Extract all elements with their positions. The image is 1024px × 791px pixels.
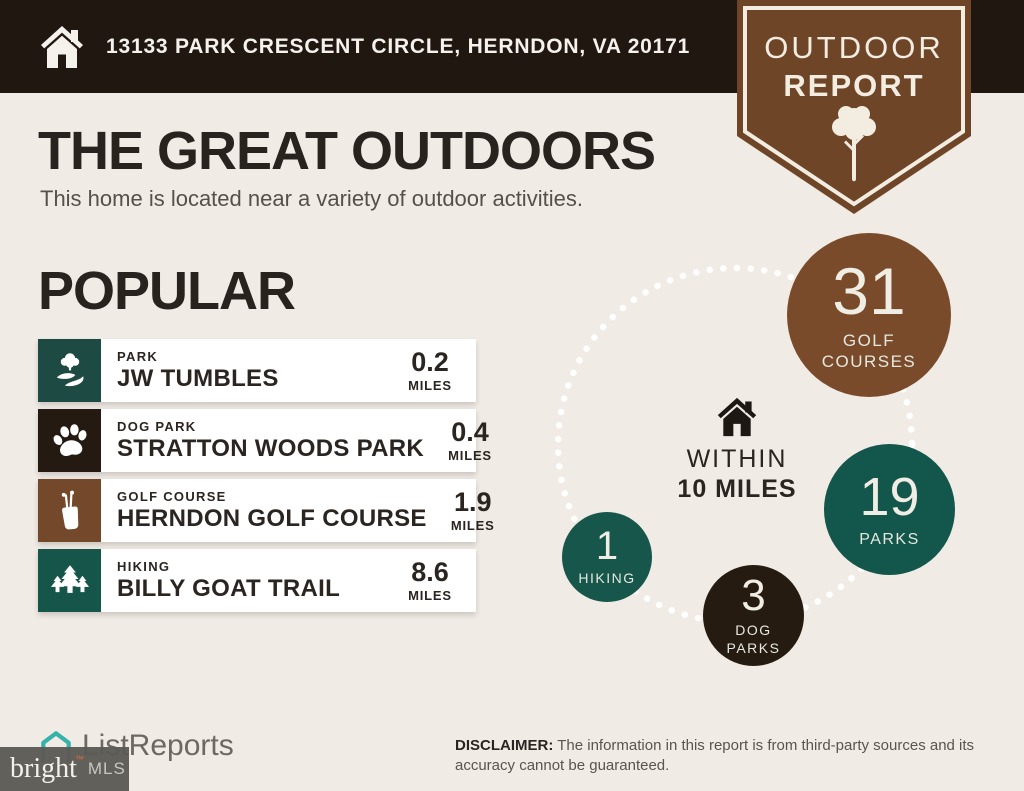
tree-icon (832, 106, 876, 182)
list-item-hiking: HIKING BILLY GOAT TRAIL 8.6 MILES (38, 549, 476, 612)
pine-trees-icon (38, 549, 101, 612)
home-icon (41, 25, 83, 68)
item-distance: 0.4 MILES (424, 409, 516, 472)
brightmls-watermark: bright ™ MLS (0, 747, 129, 791)
page-subtitle: This home is located near a variety of o… (40, 186, 583, 211)
item-distance: 0.2 MILES (384, 339, 476, 402)
dotted-radius-ring (554, 264, 916, 626)
bubble-label: DOG PARKS (726, 622, 781, 656)
item-text: DOG PARK STRATTON WOODS PARK (101, 409, 424, 472)
bubble-value: 31 (832, 253, 906, 328)
item-text: GOLF COURSE HERNDON GOLF COURSE (101, 479, 427, 542)
popular-heading: POPULAR (38, 261, 296, 321)
badge-shield-shape (737, 0, 971, 214)
item-name: BILLY GOAT TRAIL (117, 574, 341, 602)
bubble-value: 19 (859, 466, 920, 527)
distance-unit: MILES (448, 447, 492, 463)
disclaimer: DISCLAIMER: The information in this repo… (455, 736, 1000, 777)
within-label: WITHIN (686, 445, 788, 473)
disclaimer-text: The information in this report is from t… (455, 737, 975, 775)
disclaimer-label: DISCLAIMER: (455, 737, 554, 754)
mls-label: MLS (87, 759, 126, 778)
item-text: HIKING BILLY GOAT TRAIL (101, 549, 384, 612)
distance-unit: MILES (450, 517, 495, 533)
bubble-label: HIKING (578, 570, 636, 587)
bubble-dog-parks: 3 DOG PARKS (703, 565, 804, 666)
item-category: HIKING (117, 558, 171, 574)
item-category: GOLF COURSE (117, 488, 227, 504)
badge-line2: REPORT (783, 68, 925, 103)
distance-unit: MILES (408, 377, 452, 393)
outdoor-report-badge: OUTDOOR REPORT (737, 0, 971, 215)
bubble-label: PARKS (859, 530, 920, 548)
distance-value: 8.6 (411, 556, 449, 587)
distance-value: 1.9 (453, 486, 492, 517)
bubble-value: 1 (595, 524, 619, 569)
item-name: STRATTON WOODS PARK (117, 434, 425, 462)
bubble-parks: 19 PARKS (824, 444, 955, 575)
miles-label: 10 MILES (677, 475, 797, 503)
bubble-value: 3 (741, 571, 766, 620)
list-item-golf-course: GOLF COURSE HERNDON GOLF COURSE 1.9 MILE… (38, 479, 494, 542)
park-tree-path-icon (38, 339, 101, 402)
item-category: DOG PARK (117, 418, 197, 434)
distance-unit: MILES (408, 587, 452, 603)
item-name: HERNDON GOLF COURSE (117, 504, 427, 532)
radius-center-label: WITHIN 10 MILES (652, 396, 822, 504)
item-category: PARK (117, 348, 159, 364)
popular-list: PARK JW TUMBLES 0.2 MILES (38, 339, 494, 619)
list-item-park: PARK JW TUMBLES 0.2 MILES (38, 339, 476, 402)
brightmls-wordmark: bright (10, 753, 77, 784)
item-distance: 8.6 MILES (384, 549, 476, 612)
badge-title: OUTDOOR REPORT (737, 30, 971, 104)
list-item-dog-park: DOG PARK STRATTON WOODS PARK 0.4 MILES (38, 409, 491, 472)
item-name: JW TUMBLES (117, 364, 279, 392)
property-address: 13133 PARK CRESCENT CIRCLE, HERNDON, VA … (106, 34, 691, 58)
trademark-symbol: ™ (74, 754, 84, 764)
distance-value: 0.4 (451, 416, 489, 447)
golf-bag-icon (38, 479, 101, 542)
bubble-hiking: 1 HIKING (562, 512, 652, 602)
home-icon-center (717, 397, 757, 437)
bubble-golf-courses: 31 GOLF COURSES (787, 233, 951, 397)
paw-icon (38, 409, 101, 472)
item-text: PARK JW TUMBLES (101, 339, 384, 402)
badge-line1: OUTDOOR (764, 30, 944, 65)
page-title: THE GREAT OUTDOORS (38, 121, 656, 181)
bubble-label: GOLF COURSES (821, 330, 917, 371)
item-distance: 1.9 MILES (427, 479, 519, 542)
distance-value: 0.2 (411, 346, 449, 377)
